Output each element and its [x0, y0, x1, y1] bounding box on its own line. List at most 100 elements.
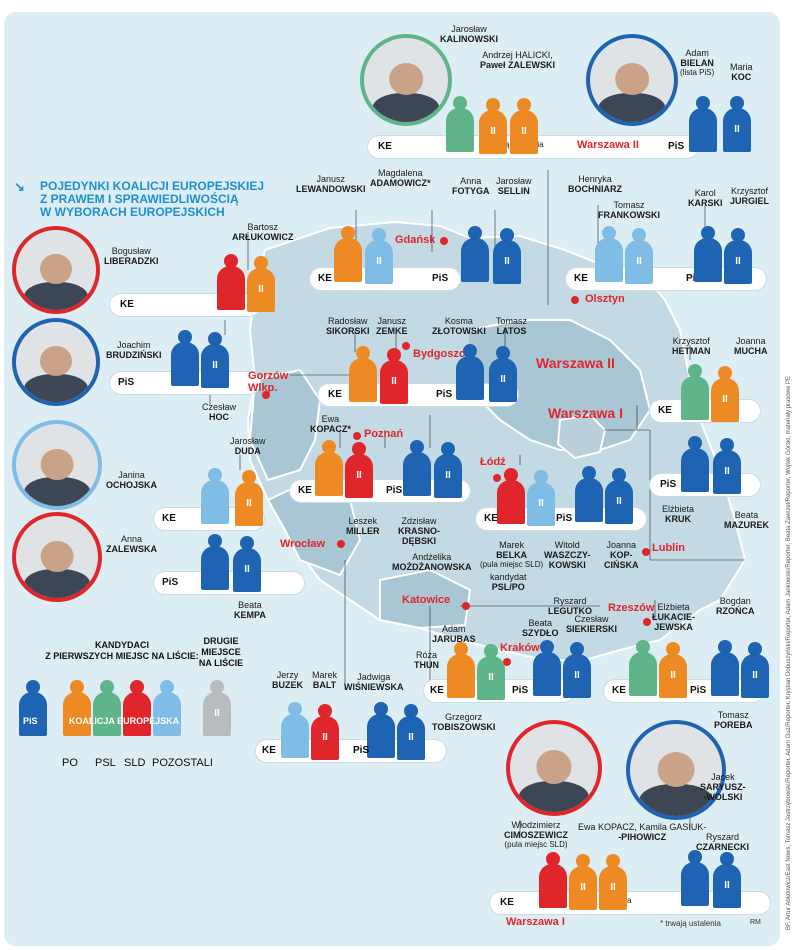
label-fotyga: Anna FOTYGA: [452, 176, 490, 196]
figure-head: [731, 228, 745, 242]
figure-jurgiel: II: [723, 228, 753, 284]
candidate-surname: WIŚNIEWSKA: [344, 682, 404, 692]
figure-head: [208, 332, 222, 346]
figure-body: [380, 360, 408, 404]
pis-label: PiS: [118, 377, 135, 388]
candidate-first-name: Jarosław: [230, 436, 266, 446]
figure-miller: II: [344, 442, 374, 498]
figure-belka: [496, 468, 526, 524]
photo-face: [40, 346, 72, 377]
candidate-first-name: Adam: [442, 624, 466, 634]
figure-head: [534, 470, 548, 484]
figure-head: [130, 680, 144, 694]
label-czarnecki: Ryszard CZARNECKI: [696, 832, 749, 852]
candidate-surname: SZYDŁO: [522, 628, 559, 638]
title-line: Z PRAWEM I SPRAWIEDLIWOŚCIĄ: [40, 192, 239, 206]
ke-label: KE: [430, 685, 444, 696]
photo-face: [40, 448, 74, 480]
candidate-first-name: Elżbieta: [662, 504, 695, 514]
label-koc: Maria KOC: [730, 62, 753, 82]
label-kempa: Beata KEMPA: [234, 600, 266, 620]
figure-body: [397, 716, 425, 760]
figure-zemke: II: [379, 348, 409, 404]
figure-koc: II: [722, 96, 752, 152]
city-dot: [642, 548, 650, 556]
figure-body: [311, 716, 339, 760]
figure-head: [404, 704, 418, 718]
label-hoc: Czesław HOC: [202, 402, 236, 422]
figure-lukacijewska: II: [658, 642, 688, 698]
label-halicki-zalewski: Andrzej HALICKI, Paweł ZALEWSKI: [480, 50, 555, 70]
figure-number: II: [538, 498, 544, 509]
candidate-first-name: Andżelika: [412, 552, 452, 562]
label-cimoszewicz: Włodzimierz CIMOSZEWICZ (pula miejsc SLD): [504, 820, 568, 850]
figure-head: [701, 226, 715, 240]
candidate-surname: KARSKI: [688, 198, 723, 208]
candidate-first-name: Marek: [312, 670, 338, 680]
pis-label: PiS: [162, 577, 179, 588]
figure-head: [372, 228, 386, 242]
candidate-first-name: Maria: [730, 62, 753, 72]
figure-body: [713, 450, 741, 494]
candidate-surname: ŁUKACIE- JEWSKA: [652, 612, 695, 632]
candidate-first-name: Marek: [499, 540, 525, 550]
candidate-surname: BALT: [312, 680, 337, 690]
figure-head: [517, 98, 531, 112]
figure-body: [681, 448, 709, 492]
figure-number: II: [724, 880, 730, 891]
legend-figure-second: II: [202, 680, 232, 736]
figure-karski: [693, 226, 723, 282]
label-kruk: Elżbieta KRUK: [662, 504, 694, 524]
figure-body: [629, 652, 657, 696]
figure-kempa: II: [232, 536, 262, 592]
figure-number: II: [724, 466, 730, 477]
figure-head: [208, 534, 222, 548]
candidate-first-name: Grzegorz: [445, 712, 483, 722]
candidate-surname: KRASNO- DĘBSKI: [398, 526, 440, 546]
figure-body: [217, 266, 245, 310]
photo-brudzinski: [12, 318, 100, 406]
legend-figure-pis: [18, 680, 48, 736]
candidate-first-name: Adam: [685, 48, 709, 58]
figure-body: [235, 482, 263, 526]
label-buzek: Jerzy BUZEK: [272, 670, 303, 690]
candidate-first-name: Jarosław: [451, 24, 487, 34]
figure-body: [575, 478, 603, 522]
ke-label: KE: [658, 405, 672, 416]
figure-buzek: [280, 702, 310, 758]
figure-body: [201, 480, 229, 524]
figure-mazurek: II: [712, 438, 742, 494]
figure-legutko: II: [562, 642, 592, 698]
district-tag-warszawa1: Warszawa I: [506, 916, 565, 928]
candidate-surname: LEWANDOWSKI: [296, 184, 366, 194]
figure-body: [334, 238, 362, 282]
figure-body: [233, 548, 261, 592]
candidate-surname: HOC: [209, 412, 229, 422]
footnote: * trwają ustalenia: [660, 919, 721, 928]
figure-body: [201, 546, 229, 590]
figure-head: [720, 438, 734, 452]
figure-body: [489, 358, 517, 402]
ke-label: KE: [120, 299, 134, 310]
figure-head: [730, 96, 744, 110]
figure-head: [486, 98, 500, 112]
figure-balt: II: [310, 704, 340, 760]
legend-figure-psl: [92, 680, 122, 736]
label-siekierski: Czesław SIEKIERSKI: [566, 614, 617, 634]
figure-head: [718, 366, 732, 380]
city-dot: [262, 391, 270, 399]
figure-head: [720, 852, 734, 866]
figure-head: [546, 852, 560, 866]
figure-halicki: II: [478, 98, 508, 154]
legend-ke-label: KOALICJA EUROPEJSKA: [68, 716, 180, 726]
label-liberadzki: Bogusław LIBERADZKI: [104, 246, 159, 266]
figure-number: II: [376, 256, 382, 267]
label-mozdzanowska: Andżelika MOŻDŻANOWSKA: [392, 552, 472, 572]
figure-number: II: [580, 882, 586, 893]
figure-body: [461, 238, 489, 282]
city-dot: [337, 540, 345, 548]
label-jurgiel: Krzysztof JURGIEL: [730, 186, 769, 206]
figure-head: [160, 680, 174, 694]
figure-body: [723, 108, 751, 152]
candidate-surname: ARŁUKOWICZ: [232, 232, 294, 242]
